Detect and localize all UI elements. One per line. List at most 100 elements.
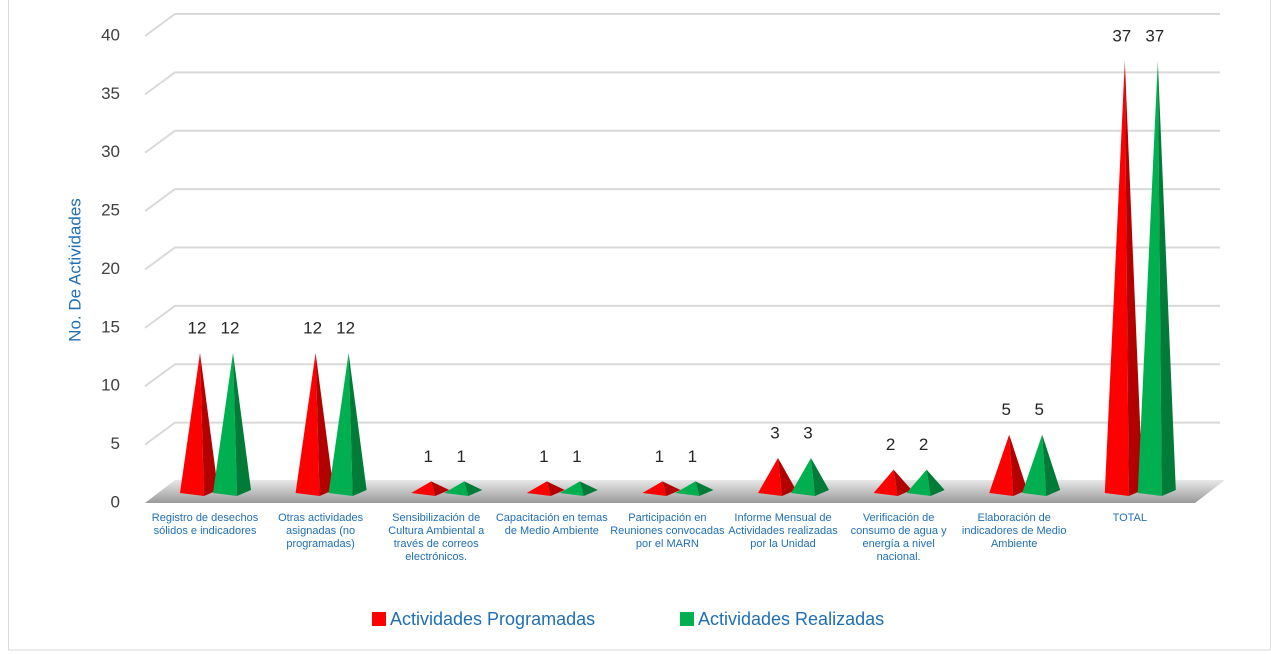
data-label: 3 (770, 423, 779, 442)
pyramid-face (1009, 434, 1028, 496)
pyramid (295, 352, 334, 496)
pyramid-face (926, 469, 945, 496)
pyramid (1022, 434, 1061, 496)
pyramid-face (1124, 61, 1143, 497)
pyramid (906, 469, 945, 496)
data-label: 1 (423, 447, 432, 466)
legend-swatch (680, 612, 694, 626)
grid-line (144, 246, 1220, 271)
pyramid (873, 469, 912, 496)
pyramid-face (791, 457, 815, 496)
data-label: 1 (655, 447, 664, 466)
data-label: 2 (919, 435, 928, 454)
data-label: 1 (539, 447, 548, 466)
data-label: 37 (1112, 27, 1131, 46)
pyramid-face (348, 352, 367, 496)
pyramid-face (444, 481, 469, 496)
pyramid (411, 481, 450, 496)
pyramid-face (180, 352, 204, 496)
data-label: 12 (188, 318, 207, 337)
pyramid (642, 481, 681, 496)
pyramid (444, 481, 483, 496)
y-tick-label: 35 (101, 84, 120, 103)
pyramid (758, 457, 796, 496)
grid-line (144, 13, 1220, 37)
pyramid (180, 352, 218, 496)
data-label: 1 (456, 447, 465, 466)
pyramid (1104, 61, 1143, 497)
data-label: 3 (803, 423, 812, 442)
pyramid-face (295, 352, 320, 496)
y-tick-label: 15 (101, 317, 120, 336)
pyramid-face (662, 481, 681, 496)
pyramid-face (526, 481, 551, 496)
pyramid-face (213, 352, 237, 496)
pyramid-face (695, 481, 714, 496)
pyramid-face (328, 352, 353, 496)
y-tick-label: 0 (111, 492, 120, 511)
x-tick-label: TOTAL (1112, 512, 1148, 524)
pyramid-face (1157, 61, 1176, 497)
pyramid-face (200, 352, 218, 496)
data-label: 37 (1145, 27, 1164, 46)
x-tick-label: Capacitación en temas de Medio Ambiente (495, 512, 608, 537)
pyramid (675, 481, 714, 496)
data-label: 12 (221, 318, 240, 337)
data-label: 1 (688, 447, 697, 466)
pyramid-face (559, 481, 584, 496)
pyramid (1137, 61, 1176, 497)
pyramid-face (431, 481, 450, 496)
pyramid (213, 352, 251, 496)
grid-line (144, 304, 1220, 329)
grid-line (144, 363, 1220, 388)
pyramid-face (1022, 434, 1047, 496)
pyramid-face (906, 469, 931, 496)
y-tick-label: 10 (101, 376, 120, 395)
x-tick-label: Otras actividades asignadas (no programa… (278, 512, 364, 550)
pyramid-face (579, 481, 598, 496)
legend-label: Actividades Programadas (390, 609, 595, 629)
grid-line (144, 71, 1220, 96)
x-tick-label: Participación en Reuniones convocadas po… (610, 512, 725, 550)
pyramid-face (464, 481, 483, 496)
y-tick-label: 40 (101, 25, 120, 44)
y-tick-label: 20 (101, 259, 120, 278)
pyramid-face (1104, 61, 1129, 497)
pyramid-face (675, 481, 700, 496)
legend-label: Actividades Realizadas (698, 609, 884, 629)
data-label: 5 (1001, 400, 1010, 419)
x-tick-label: Elaboración de indicadores de Medio Ambi… (961, 512, 1067, 550)
data-label: 5 (1034, 400, 1043, 419)
grid-line (144, 129, 1220, 154)
pyramid-face (811, 457, 829, 496)
y-tick-label: 30 (101, 142, 120, 161)
data-label: 12 (336, 318, 355, 337)
y-tick-label: 25 (101, 201, 120, 220)
pyramid-face (233, 352, 251, 496)
pyramid-face (1042, 434, 1061, 496)
pyramid-face (1137, 61, 1162, 497)
legend-swatch (372, 612, 386, 626)
data-label: 2 (886, 435, 895, 454)
pyramid-face (642, 481, 667, 496)
pyramid-face (315, 352, 334, 496)
pyramid-face (546, 481, 565, 496)
pyramid-face (411, 481, 436, 496)
data-label: 1 (572, 447, 581, 466)
data-label: 12 (303, 318, 322, 337)
pyramid (526, 481, 565, 496)
grid-line (144, 421, 1220, 446)
pyramid-face (778, 457, 796, 496)
pyramid (328, 352, 367, 496)
x-tick-label: Informe Mensual de Actividades realizada… (728, 512, 838, 550)
pyramid (989, 434, 1028, 496)
y-axis-title: No. De Actividades (65, 198, 84, 342)
x-tick-label: Sensibilización de Cultura Ambiental a t… (388, 512, 485, 563)
x-tick-label: Registro de desechos sólidos e indicador… (151, 512, 259, 537)
grid-line (144, 188, 1220, 212)
pyramid (559, 481, 598, 496)
x-tick-label: Verificación de consumo de agua y energí… (850, 512, 947, 563)
y-tick-label: 5 (111, 434, 120, 453)
